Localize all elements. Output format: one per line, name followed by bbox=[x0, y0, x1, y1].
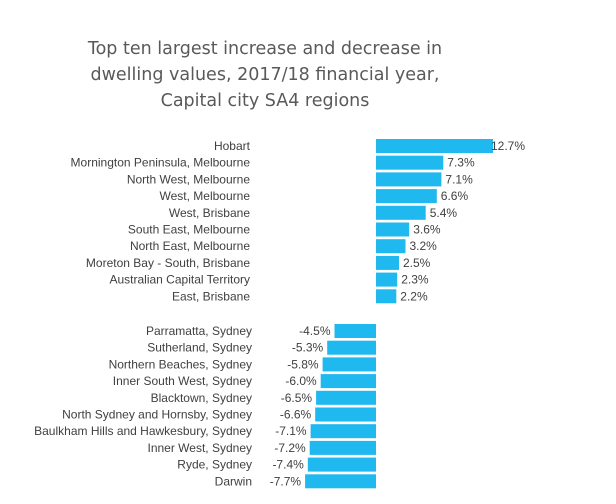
category-label-increase-0: Hobart bbox=[214, 139, 251, 153]
value-label-decrease-5: -6.6% bbox=[280, 408, 312, 422]
value-label-increase-1: 7.3% bbox=[447, 156, 475, 170]
category-label-increase-1: Mornington Peninsula, Melbourne bbox=[71, 156, 251, 170]
value-label-increase-4: 5.4% bbox=[430, 206, 458, 220]
bar-increase-1 bbox=[376, 155, 444, 170]
bar-increase-6 bbox=[376, 239, 406, 254]
value-label-increase-7: 2.5% bbox=[403, 256, 431, 270]
bar-increase-4 bbox=[376, 205, 426, 220]
category-label-increase-7: Moreton Bay - South, Brisbane bbox=[86, 256, 250, 270]
category-label-decrease-4: Blacktown, Sydney bbox=[151, 391, 252, 405]
value-label-decrease-0: -4.5% bbox=[299, 324, 331, 338]
bar-increase-7 bbox=[376, 255, 399, 270]
bar-decrease-1 bbox=[327, 340, 376, 355]
bar-decrease-9 bbox=[305, 474, 376, 489]
category-label-decrease-2: Northern Beaches, Sydney bbox=[109, 357, 252, 371]
value-label-increase-5: 3.6% bbox=[413, 223, 441, 237]
bar-increase-8 bbox=[376, 272, 398, 287]
category-label-decrease-5: North Sydney and Hornsby, Sydney bbox=[62, 408, 252, 422]
category-label-decrease-0: Parramatta, Sydney bbox=[146, 324, 252, 338]
bar-increase-5 bbox=[376, 222, 410, 237]
bar-increase-9 bbox=[376, 289, 397, 304]
category-label-decrease-3: Inner South West, Sydney bbox=[113, 374, 252, 388]
value-label-decrease-8: -7.4% bbox=[272, 458, 304, 472]
bar-decrease-0 bbox=[334, 324, 376, 338]
bar-decrease-6 bbox=[310, 424, 376, 439]
chart-title-line-1: Top ten largest increase and decrease in bbox=[87, 39, 443, 59]
chart-title: Top ten largest increase and decrease in… bbox=[0, 36, 530, 114]
category-label-increase-6: North East, Melbourne bbox=[130, 239, 250, 253]
category-label-increase-4: West, Brisbane bbox=[169, 206, 250, 220]
bar-decrease-5 bbox=[315, 407, 376, 422]
category-label-decrease-8: Ryde, Sydney bbox=[177, 458, 252, 472]
bar-decrease-8 bbox=[307, 457, 376, 472]
value-label-decrease-6: -7.1% bbox=[275, 424, 307, 438]
category-label-decrease-1: Sutherland, Sydney bbox=[147, 341, 252, 355]
category-label-increase-5: South East, Melbourne bbox=[128, 223, 250, 237]
value-label-decrease-2: -5.8% bbox=[287, 357, 319, 371]
category-label-decrease-7: Inner West, Sydney bbox=[148, 441, 253, 455]
value-label-increase-2: 7.1% bbox=[445, 172, 473, 186]
bar-decrease-7 bbox=[309, 440, 376, 455]
value-label-increase-8: 2.3% bbox=[401, 273, 429, 287]
category-label-increase-8: Australian Capital Territory bbox=[109, 273, 250, 287]
value-label-decrease-7: -7.2% bbox=[274, 441, 306, 455]
value-label-decrease-4: -6.5% bbox=[281, 391, 313, 405]
chart-title-line-3: Capital city SA4 regions bbox=[160, 91, 370, 111]
value-label-increase-3: 6.6% bbox=[441, 189, 469, 203]
value-label-decrease-9: -7.7% bbox=[270, 474, 302, 488]
category-label-decrease-6: Baulkham Hills and Hawkesbury, Sydney bbox=[34, 424, 252, 438]
chart-title-line-2: dwelling values, 2017/18 financial year, bbox=[90, 65, 440, 85]
category-label-increase-2: North West, Melbourne bbox=[127, 172, 250, 186]
bar-decrease-2 bbox=[322, 357, 376, 372]
bar-decrease-3 bbox=[320, 374, 376, 389]
value-label-increase-6: 3.2% bbox=[410, 239, 438, 253]
bar-increase-3 bbox=[376, 189, 437, 204]
category-label-decrease-9: Darwin bbox=[215, 474, 252, 488]
bar-decrease-4 bbox=[316, 390, 376, 405]
category-label-increase-9: East, Brisbane bbox=[172, 289, 250, 303]
value-label-decrease-1: -5.3% bbox=[292, 341, 324, 355]
value-label-increase-0: 12.7% bbox=[491, 139, 525, 153]
value-label-decrease-3: -6.0% bbox=[285, 374, 317, 388]
bar-increase-0 bbox=[376, 139, 493, 153]
category-label-increase-3: West, Melbourne bbox=[160, 189, 251, 203]
bar-increase-2 bbox=[376, 172, 442, 187]
value-label-increase-9: 2.2% bbox=[400, 289, 428, 303]
